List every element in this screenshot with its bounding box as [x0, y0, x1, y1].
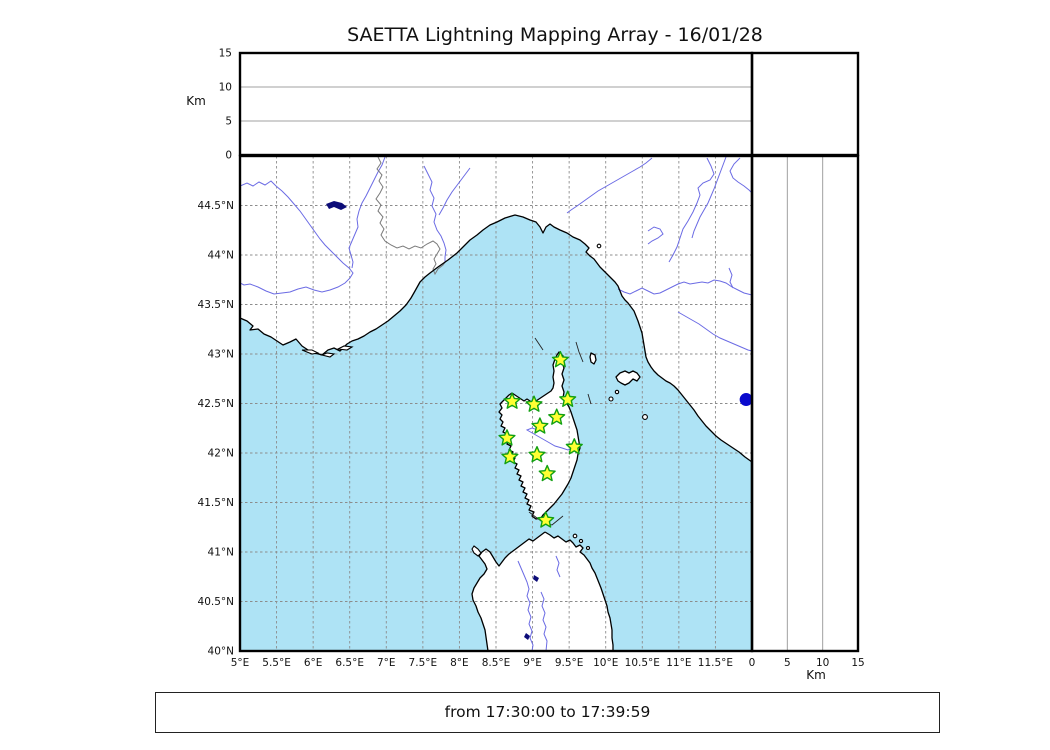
lakes [326, 201, 539, 640]
figure-title: SAETTA Lightning Mapping Array - 16/01/2… [347, 24, 763, 46]
lon-tick-label: 11.5°E [698, 657, 733, 669]
small-islands [301, 243, 648, 557]
lat-tick-label: 44.5°N [198, 200, 234, 212]
elba-island [616, 371, 640, 385]
alt-tick-label: 0 [225, 150, 232, 162]
alt-tick-label: 5 [225, 116, 232, 128]
lon-tick-label: 5.5°E [262, 657, 291, 669]
lightning-source-dot [739, 393, 752, 407]
sardinia-island [472, 532, 613, 651]
lon-tick-label: 11°E [666, 657, 691, 669]
lon-tick-label: 9°E [523, 657, 542, 669]
lma-station-star [531, 417, 549, 434]
lma-station-star [559, 390, 577, 407]
lat-tick-label: 41°N [208, 547, 234, 559]
alt-axis-label-top: Km [186, 94, 206, 108]
lat-tick-label: 43.5°N [198, 299, 234, 311]
alt-tick-label: 0 [749, 657, 756, 669]
rivers [240, 156, 752, 651]
panel-borders [238, 51, 860, 653]
lma-station-star [501, 448, 519, 465]
altitude-top-panel: 0 5 10 15 Km [186, 48, 752, 162]
alt-tick-label: 5 [784, 657, 791, 669]
alt-lon-panel-border [238, 51, 754, 157]
lon-tick-label: 7°E [377, 657, 396, 669]
lma-station-star [551, 350, 569, 368]
event-point [739, 393, 752, 407]
lma-station-star [538, 464, 556, 482]
lma-station-star [565, 438, 583, 455]
country-border [375, 156, 447, 276]
map-tick-labels: 5°E 5.5°E 6°E 6.5°E 7°E 7.5°E 8°E 8.5°E 9°E 9.5°E… [198, 200, 734, 669]
lon-tick-label: 8.5°E [482, 657, 511, 669]
lon-tick-label: 7.5°E [409, 657, 438, 669]
time-range-box: from 17:30:00 to 17:39:59 [155, 692, 940, 733]
station-markers [498, 350, 583, 528]
corsica-island [499, 352, 580, 519]
lon-tick-label: 6°E [304, 657, 323, 669]
lon-tick-label: 10.5°E [625, 657, 660, 669]
lma-station-star [528, 446, 546, 463]
lon-tick-label: 9.5°E [555, 657, 584, 669]
lat-tick-label: 42.5°N [198, 398, 234, 410]
lma-station-star [498, 429, 516, 446]
lma-station-star [537, 511, 555, 528]
lat-tick-label: 41.5°N [198, 497, 234, 509]
lon-tick-label: 5°E [231, 657, 250, 669]
alt-lat-panel-border [750, 154, 860, 653]
lat-tick-label: 44°N [208, 250, 234, 262]
lma-station-star [525, 395, 543, 412]
lon-tick-label: 6.5°E [335, 657, 364, 669]
alt-tick-label: 10 [219, 82, 232, 94]
altitude-right-panel: 0 5 10 15 Km [749, 156, 865, 682]
map-panel [240, 156, 752, 651]
lat-tick-label: 40.5°N [198, 596, 234, 608]
time-range-text: from 17:30:00 to 17:39:59 [444, 703, 651, 721]
corner-panel-border [750, 51, 860, 157]
coastlines [240, 214, 752, 651]
lon-tick-label: 8°E [450, 657, 469, 669]
alt-tick-label: 15 [219, 48, 232, 60]
lon-tick-label: 10°E [593, 657, 618, 669]
lma-station-star [548, 408, 566, 425]
alt-axis-label-right: Km [806, 668, 826, 682]
lma-station-star [503, 392, 521, 409]
lat-tick-label: 43°N [208, 349, 234, 361]
lat-tick-label: 42°N [208, 448, 234, 460]
map-gridlines [240, 156, 752, 651]
lat-tick-label: 40°N [208, 646, 234, 658]
alt-tick-label: 15 [851, 657, 864, 669]
alt-tick-label: 10 [816, 657, 829, 669]
